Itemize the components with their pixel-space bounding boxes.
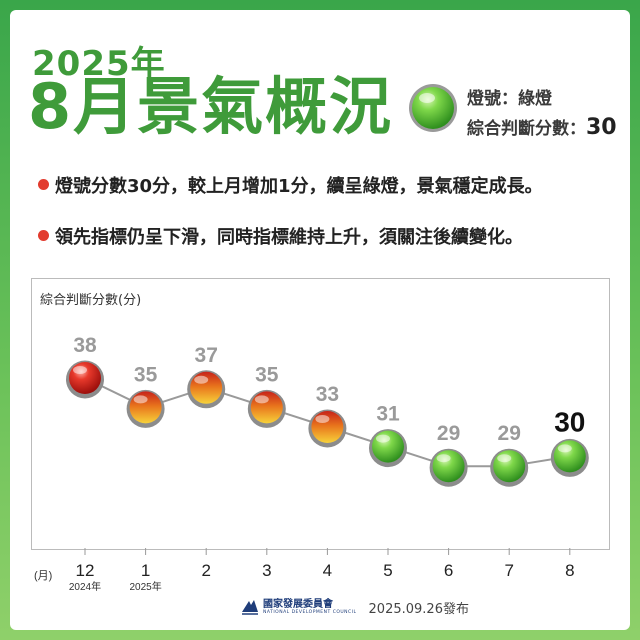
org-name: 國家發展委員會 <box>263 599 333 610</box>
data-label: 30 <box>554 406 585 437</box>
score-summary: 綜合判斷分數：30 <box>467 114 617 140</box>
page-title: 8月景氣概況 <box>28 70 394 143</box>
x-tick-label: 2 <box>201 561 210 580</box>
x-tick-label: 4 <box>323 561 332 580</box>
signal-light-point <box>369 429 407 468</box>
bullet-dot-icon <box>38 230 49 241</box>
signal-light-point <box>247 389 286 428</box>
bullet-text-1: 燈號分數30分，較上月增加1分，續呈綠燈，景氣穩定成長。 <box>55 176 543 197</box>
signal-light-point <box>308 409 347 448</box>
data-label: 37 <box>195 344 218 367</box>
data-label: 35 <box>255 363 279 386</box>
x-tick-label: 7 <box>504 561 513 580</box>
bullet-text-2: 領先指標仍呈下滑，同時指標維持上升，須關注後續變化。 <box>55 227 523 248</box>
signal-light-point <box>429 448 468 487</box>
signal-status: 燈號：綠燈 <box>467 89 552 109</box>
signal-light-point <box>66 360 104 399</box>
x-tick-label: 5 <box>383 561 392 580</box>
footer: 國家發展委員會 NATIONAL DEVELOPMENT COUNCIL 202… <box>240 593 469 621</box>
signal-light-point <box>126 389 165 428</box>
publish-date: 2025.09.26發布 <box>368 601 469 617</box>
bullet-dot-icon <box>38 179 49 190</box>
data-label: 31 <box>376 403 400 426</box>
bullet-point-2: 領先指標仍呈下滑，同時指標維持上升，須關注後續變化。 <box>38 223 523 249</box>
x-tick-label: 1 <box>141 561 150 580</box>
score-value: 30 <box>586 115 617 140</box>
bullet-point-1: 燈號分數30分，較上月增加1分，續呈綠燈，景氣穩定成長。 <box>38 172 543 198</box>
data-label: 29 <box>437 422 460 445</box>
signal-light-point <box>490 448 529 487</box>
x-tick-label: 3 <box>262 561 271 580</box>
data-label: 38 <box>73 334 97 357</box>
title-year: 2025年 <box>32 44 166 84</box>
score-label: 綜合判斷分數： <box>467 119 586 139</box>
x-tick-label: 12 <box>76 561 95 580</box>
chart-y-axis-label: 綜合判斷分數(分) <box>40 293 142 308</box>
x-tick-label: 8 <box>565 561 574 580</box>
signal-light-point <box>550 438 589 477</box>
org-name-en: NATIONAL DEVELOPMENT COUNCIL <box>263 610 357 615</box>
x-tick-label: 6 <box>444 561 453 580</box>
data-label: 29 <box>498 422 521 445</box>
signal-light-point <box>187 370 226 409</box>
green-signal-light-icon <box>409 84 457 132</box>
x-tick-year-label: 2025年 <box>129 580 161 593</box>
ndc-logo-icon <box>242 600 258 615</box>
data-label: 33 <box>316 383 339 406</box>
data-label: 35 <box>134 363 158 386</box>
x-axis-unit-label: (月) <box>34 570 52 582</box>
x-tick-year-label: 2024年 <box>69 580 101 593</box>
